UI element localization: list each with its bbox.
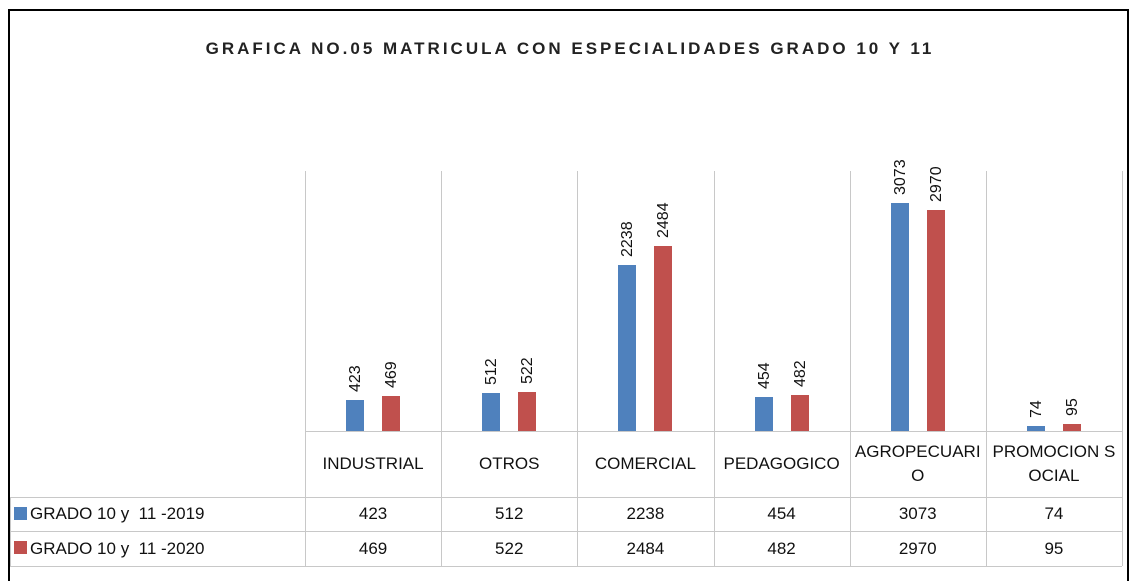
table-value: 522 bbox=[495, 538, 524, 558]
value-label: 469 bbox=[383, 361, 401, 389]
table-line bbox=[10, 566, 1122, 567]
bar bbox=[790, 395, 809, 431]
table-value: 3073 bbox=[898, 504, 937, 523]
grid-line bbox=[713, 171, 715, 566]
value-label: 454 bbox=[755, 362, 773, 390]
x-tick-label: AGROPECUARIO bbox=[854, 442, 981, 485]
table-value: 2970 bbox=[898, 538, 937, 558]
bar bbox=[926, 210, 945, 431]
value-label: 2484 bbox=[655, 202, 673, 239]
table-line bbox=[10, 531, 1122, 532]
x-tick-label: PROMOCION SOCIAL bbox=[992, 442, 1116, 485]
value-label: 3073 bbox=[891, 159, 909, 195]
grid-line bbox=[849, 171, 851, 566]
bar bbox=[1062, 423, 1081, 431]
legend-swatch bbox=[14, 507, 27, 520]
value-label: 482 bbox=[791, 360, 809, 388]
bar bbox=[754, 397, 773, 431]
table-line bbox=[10, 497, 1122, 498]
x-tick-label: INDUSTRIAL bbox=[322, 454, 424, 473]
value-label: 2970 bbox=[927, 166, 945, 203]
table-value: 469 bbox=[358, 538, 388, 558]
bar bbox=[618, 264, 637, 431]
frame bbox=[8, 9, 1129, 581]
bar bbox=[1026, 425, 1045, 431]
table-value: 482 bbox=[767, 538, 796, 558]
grid-line bbox=[441, 171, 443, 566]
table-value: 512 bbox=[495, 504, 524, 523]
bar bbox=[518, 392, 537, 431]
legend-swatch bbox=[14, 541, 27, 554]
table-value: 95 bbox=[1044, 538, 1064, 558]
value-label: 512 bbox=[483, 358, 501, 385]
table-line bbox=[305, 431, 1122, 432]
bar bbox=[382, 396, 401, 431]
grid-line bbox=[1122, 171, 1123, 566]
table-value: 74 bbox=[1044, 504, 1064, 523]
value-label: 423 bbox=[347, 364, 365, 392]
table-value: 2484 bbox=[626, 538, 665, 558]
value-label: 74 bbox=[1027, 399, 1045, 418]
grid-line bbox=[305, 171, 306, 566]
value-label: 95 bbox=[1063, 398, 1081, 416]
value-label: 2238 bbox=[619, 221, 637, 257]
table-value: 2238 bbox=[626, 504, 665, 523]
x-tick-label: COMERCIAL bbox=[594, 454, 696, 473]
bar bbox=[346, 399, 365, 431]
legend-label: GRADO 10 y 11 -2019 bbox=[30, 504, 205, 523]
legend-label: GRADO 10 y 11 -2020 bbox=[30, 538, 205, 558]
bar bbox=[482, 392, 501, 431]
grid-line bbox=[985, 171, 987, 566]
x-tick-label: OTROS bbox=[479, 454, 540, 473]
table-value: 423 bbox=[358, 504, 388, 523]
bar bbox=[654, 246, 673, 431]
value-label: 522 bbox=[519, 357, 537, 385]
bar bbox=[890, 202, 909, 431]
table-value: 454 bbox=[767, 504, 796, 523]
grid-line bbox=[577, 171, 579, 566]
x-tick-label: PEDAGOGICO bbox=[723, 454, 840, 473]
chart-title: GRAFICA NO.05 MATRICULA CON ESPECIALIDAD… bbox=[205, 39, 935, 58]
